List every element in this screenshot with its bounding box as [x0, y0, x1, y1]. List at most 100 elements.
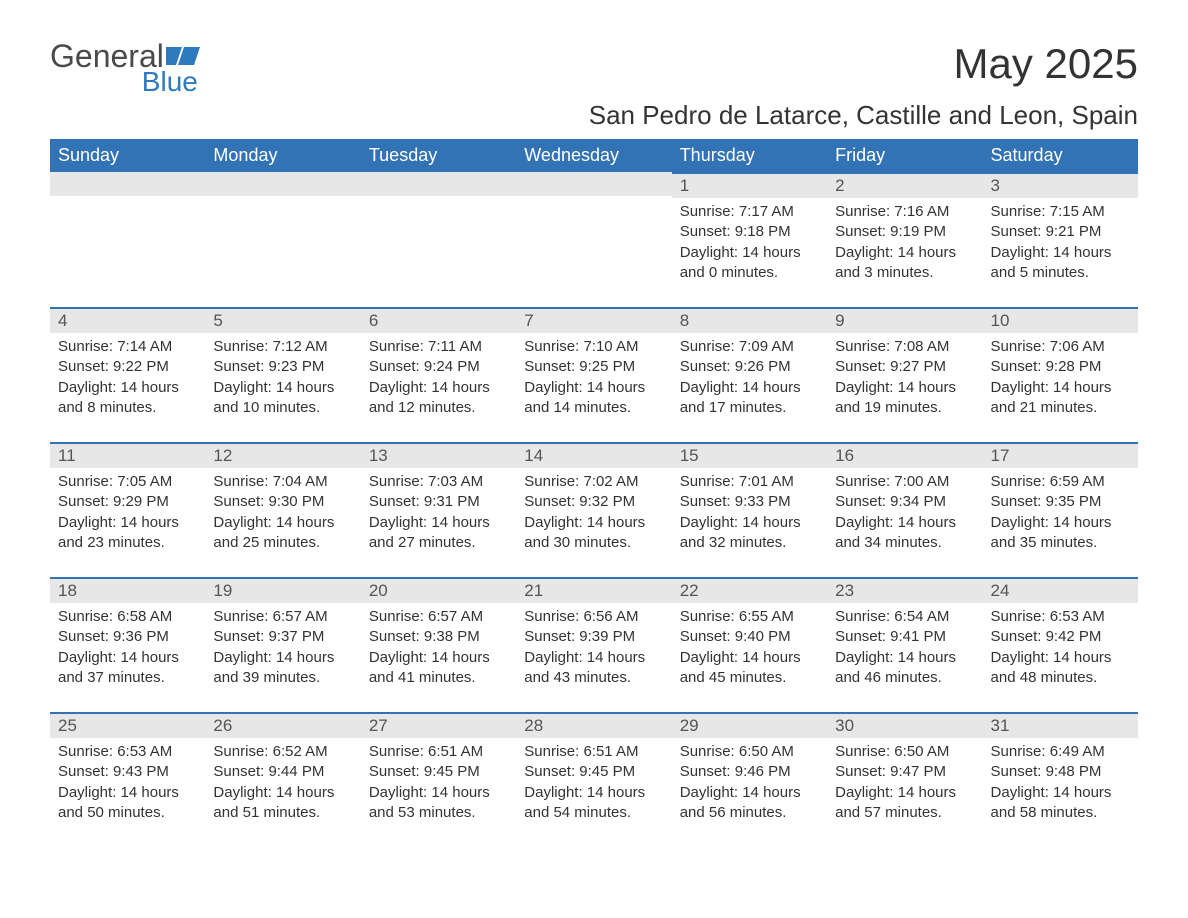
sunrise-line: Sunrise: 6:50 AM — [835, 742, 974, 762]
day-number: 4 — [50, 309, 205, 333]
day-wrap: 17Sunrise: 6:59 AMSunset: 9:35 PMDayligh… — [983, 442, 1138, 577]
daylight-line: Daylight: 14 hours and 5 minutes. — [991, 243, 1130, 284]
day-wrap: 7Sunrise: 7:10 AMSunset: 9:25 PMDaylight… — [516, 307, 671, 442]
day-body: Sunrise: 6:51 AMSunset: 9:45 PMDaylight:… — [361, 738, 516, 847]
calendar-cell: 20Sunrise: 6:57 AMSunset: 9:38 PMDayligh… — [361, 577, 516, 712]
day-wrap: 9Sunrise: 7:08 AMSunset: 9:27 PMDaylight… — [827, 307, 982, 442]
day-body: Sunrise: 6:53 AMSunset: 9:43 PMDaylight:… — [50, 738, 205, 847]
daylight-line: Daylight: 14 hours and 43 minutes. — [524, 648, 663, 689]
sunrise-line: Sunrise: 6:53 AM — [991, 607, 1130, 627]
day-number: 22 — [672, 579, 827, 603]
calendar-cell: 2Sunrise: 7:16 AMSunset: 9:19 PMDaylight… — [827, 172, 982, 307]
sunset-line: Sunset: 9:39 PM — [524, 627, 663, 647]
sunset-line: Sunset: 9:22 PM — [58, 357, 197, 377]
daylight-line: Daylight: 14 hours and 14 minutes. — [524, 378, 663, 419]
day-wrap: 10Sunrise: 7:06 AMSunset: 9:28 PMDayligh… — [983, 307, 1138, 442]
calendar-cell: 24Sunrise: 6:53 AMSunset: 9:42 PMDayligh… — [983, 577, 1138, 712]
daylight-line: Daylight: 14 hours and 50 minutes. — [58, 783, 197, 824]
day-wrap: 23Sunrise: 6:54 AMSunset: 9:41 PMDayligh… — [827, 577, 982, 712]
day-number: 11 — [50, 444, 205, 468]
calendar-cell: 8Sunrise: 7:09 AMSunset: 9:26 PMDaylight… — [672, 307, 827, 442]
day-body: Sunrise: 7:17 AMSunset: 9:18 PMDaylight:… — [672, 198, 827, 307]
day-body: Sunrise: 7:14 AMSunset: 9:22 PMDaylight:… — [50, 333, 205, 442]
daylight-line: Daylight: 14 hours and 37 minutes. — [58, 648, 197, 689]
calendar-cell: 10Sunrise: 7:06 AMSunset: 9:28 PMDayligh… — [983, 307, 1138, 442]
day-body: Sunrise: 6:56 AMSunset: 9:39 PMDaylight:… — [516, 603, 671, 712]
day-wrap: 15Sunrise: 7:01 AMSunset: 9:33 PMDayligh… — [672, 442, 827, 577]
day-body: Sunrise: 7:03 AMSunset: 9:31 PMDaylight:… — [361, 468, 516, 577]
sunrise-line: Sunrise: 6:50 AM — [680, 742, 819, 762]
calendar-cell — [361, 172, 516, 307]
day-number: 28 — [516, 714, 671, 738]
day-body: Sunrise: 7:16 AMSunset: 9:19 PMDaylight:… — [827, 198, 982, 307]
calendar-cell: 12Sunrise: 7:04 AMSunset: 9:30 PMDayligh… — [205, 442, 360, 577]
daylight-line: Daylight: 14 hours and 53 minutes. — [369, 783, 508, 824]
day-body: Sunrise: 6:50 AMSunset: 9:46 PMDaylight:… — [672, 738, 827, 847]
day-wrap: 30Sunrise: 6:50 AMSunset: 9:47 PMDayligh… — [827, 712, 982, 847]
daylight-line: Daylight: 14 hours and 48 minutes. — [991, 648, 1130, 689]
calendar-cell — [205, 172, 360, 307]
day-wrap: 24Sunrise: 6:53 AMSunset: 9:42 PMDayligh… — [983, 577, 1138, 712]
sunset-line: Sunset: 9:18 PM — [680, 222, 819, 242]
day-number: 2 — [827, 174, 982, 198]
calendar-cell: 14Sunrise: 7:02 AMSunset: 9:32 PMDayligh… — [516, 442, 671, 577]
day-number: 8 — [672, 309, 827, 333]
sunrise-line: Sunrise: 6:53 AM — [58, 742, 197, 762]
sunset-line: Sunset: 9:27 PM — [835, 357, 974, 377]
day-number: 7 — [516, 309, 671, 333]
weekday-header: Tuesday — [361, 139, 516, 172]
day-wrap: 18Sunrise: 6:58 AMSunset: 9:36 PMDayligh… — [50, 577, 205, 712]
day-wrap: 1Sunrise: 7:17 AMSunset: 9:18 PMDaylight… — [672, 172, 827, 307]
sunset-line: Sunset: 9:29 PM — [58, 492, 197, 512]
calendar-cell: 18Sunrise: 6:58 AMSunset: 9:36 PMDayligh… — [50, 577, 205, 712]
sunset-line: Sunset: 9:47 PM — [835, 762, 974, 782]
weekday-header: Thursday — [672, 139, 827, 172]
calendar-cell: 31Sunrise: 6:49 AMSunset: 9:48 PMDayligh… — [983, 712, 1138, 847]
sunset-line: Sunset: 9:41 PM — [835, 627, 974, 647]
sunrise-line: Sunrise: 6:56 AM — [524, 607, 663, 627]
daylight-line: Daylight: 14 hours and 54 minutes. — [524, 783, 663, 824]
sunrise-line: Sunrise: 6:49 AM — [991, 742, 1130, 762]
day-wrap: 26Sunrise: 6:52 AMSunset: 9:44 PMDayligh… — [205, 712, 360, 847]
day-number: 27 — [361, 714, 516, 738]
daylight-line: Daylight: 14 hours and 34 minutes. — [835, 513, 974, 554]
weekday-header: Sunday — [50, 139, 205, 172]
day-number: 29 — [672, 714, 827, 738]
daylight-line: Daylight: 14 hours and 46 minutes. — [835, 648, 974, 689]
calendar-cell: 30Sunrise: 6:50 AMSunset: 9:47 PMDayligh… — [827, 712, 982, 847]
day-wrap: 3Sunrise: 7:15 AMSunset: 9:21 PMDaylight… — [983, 172, 1138, 307]
sunrise-line: Sunrise: 7:03 AM — [369, 472, 508, 492]
empty-day — [516, 172, 671, 196]
day-number: 9 — [827, 309, 982, 333]
sunset-line: Sunset: 9:31 PM — [369, 492, 508, 512]
weekday-header: Monday — [205, 139, 360, 172]
day-body: Sunrise: 6:49 AMSunset: 9:48 PMDaylight:… — [983, 738, 1138, 847]
weekday-header: Wednesday — [516, 139, 671, 172]
sunset-line: Sunset: 9:40 PM — [680, 627, 819, 647]
calendar-cell: 27Sunrise: 6:51 AMSunset: 9:45 PMDayligh… — [361, 712, 516, 847]
day-body: Sunrise: 6:57 AMSunset: 9:37 PMDaylight:… — [205, 603, 360, 712]
daylight-line: Daylight: 14 hours and 19 minutes. — [835, 378, 974, 419]
day-wrap: 22Sunrise: 6:55 AMSunset: 9:40 PMDayligh… — [672, 577, 827, 712]
empty-day — [205, 172, 360, 196]
sunrise-line: Sunrise: 6:51 AM — [369, 742, 508, 762]
sunrise-line: Sunrise: 7:10 AM — [524, 337, 663, 357]
sunset-line: Sunset: 9:21 PM — [991, 222, 1130, 242]
calendar-cell: 13Sunrise: 7:03 AMSunset: 9:31 PMDayligh… — [361, 442, 516, 577]
sunrise-line: Sunrise: 7:14 AM — [58, 337, 197, 357]
day-number: 23 — [827, 579, 982, 603]
daylight-line: Daylight: 14 hours and 23 minutes. — [58, 513, 197, 554]
daylight-line: Daylight: 14 hours and 39 minutes. — [213, 648, 352, 689]
sunset-line: Sunset: 9:37 PM — [213, 627, 352, 647]
calendar-cell: 16Sunrise: 7:00 AMSunset: 9:34 PMDayligh… — [827, 442, 982, 577]
sunset-line: Sunset: 9:46 PM — [680, 762, 819, 782]
sunrise-line: Sunrise: 7:02 AM — [524, 472, 663, 492]
daylight-line: Daylight: 14 hours and 58 minutes. — [991, 783, 1130, 824]
calendar-cell: 6Sunrise: 7:11 AMSunset: 9:24 PMDaylight… — [361, 307, 516, 442]
sunset-line: Sunset: 9:34 PM — [835, 492, 974, 512]
sunset-line: Sunset: 9:36 PM — [58, 627, 197, 647]
sunset-line: Sunset: 9:26 PM — [680, 357, 819, 377]
day-number: 20 — [361, 579, 516, 603]
day-wrap: 29Sunrise: 6:50 AMSunset: 9:46 PMDayligh… — [672, 712, 827, 847]
calendar-row: 25Sunrise: 6:53 AMSunset: 9:43 PMDayligh… — [50, 712, 1138, 847]
